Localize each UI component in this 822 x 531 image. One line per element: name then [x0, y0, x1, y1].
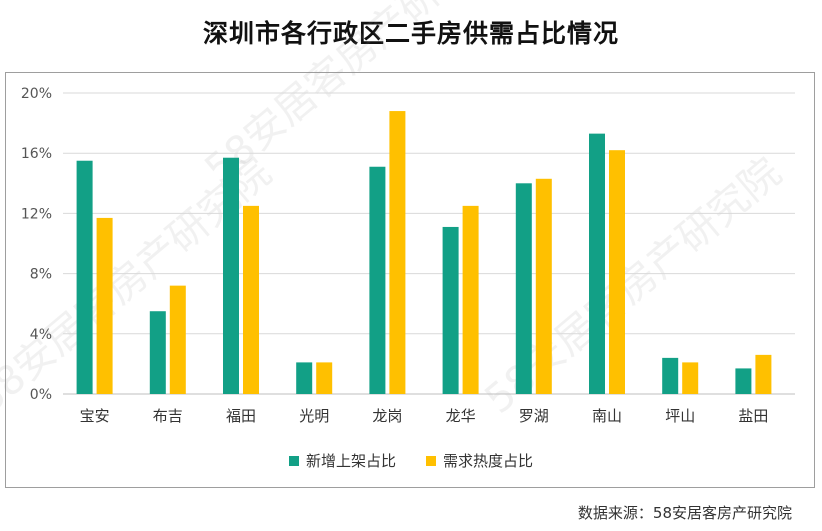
- bar-demand: [462, 205, 479, 394]
- y-tick-label: 8%: [30, 267, 52, 283]
- bar-demand: [755, 354, 772, 394]
- bar-demand: [535, 178, 552, 394]
- bar-supply: [76, 160, 93, 394]
- x-tick-label: 宝安: [80, 407, 110, 425]
- y-tick-label: 20%: [21, 86, 52, 102]
- x-tick-label: 龙岗: [372, 407, 402, 425]
- bar-supply: [149, 311, 166, 394]
- legend-swatch-supply: [288, 455, 299, 466]
- bar-demand: [243, 205, 259, 394]
- legend-swatch-demand: [426, 455, 436, 466]
- bar-supply: [662, 357, 679, 394]
- legend-label-demand: 需求热度占比: [443, 452, 534, 470]
- x-tick-label: 罗湖: [519, 407, 549, 425]
- legend-label-supply: 新增上架占比: [305, 452, 396, 470]
- bar-demand: [96, 217, 113, 394]
- x-tick-label: 南山: [592, 407, 622, 425]
- y-tick-label: 0%: [30, 387, 52, 403]
- y-tick-label: 16%: [21, 146, 52, 162]
- bar-demand: [316, 362, 333, 394]
- legend-item-supply: 新增上架占比: [288, 450, 396, 471]
- bar-supply: [223, 157, 239, 394]
- chart-title: 深圳市各行政区二手房供需占比情况: [202, 19, 619, 48]
- x-tick-label: 盐田: [738, 407, 768, 425]
- bar-demand: [169, 285, 186, 394]
- chart-frame: [5, 72, 815, 488]
- source-note: 数据来源：58安居客房产研究院: [577, 504, 792, 522]
- bar-demand: [609, 150, 625, 394]
- bar-supply: [589, 133, 605, 394]
- y-tick-label: 4%: [30, 327, 52, 343]
- legend: 新增上架占比 需求热度占比: [0, 450, 822, 471]
- legend-item-demand: 需求热度占比: [426, 450, 533, 471]
- x-tick-label: 光明: [299, 407, 329, 425]
- bar-supply: [735, 368, 752, 394]
- bar-supply: [515, 183, 532, 394]
- x-tick-label: 布吉: [153, 407, 183, 425]
- bar-supply: [296, 362, 313, 394]
- bar-supply: [442, 226, 459, 394]
- bar-supply: [369, 166, 386, 394]
- y-tick-label: 12%: [21, 206, 52, 222]
- x-tick-label: 福田: [226, 407, 256, 425]
- x-tick-label: 龙华: [446, 407, 476, 425]
- bar-demand: [389, 111, 406, 394]
- x-tick-label: 坪山: [665, 407, 695, 425]
- bar-demand: [682, 362, 699, 394]
